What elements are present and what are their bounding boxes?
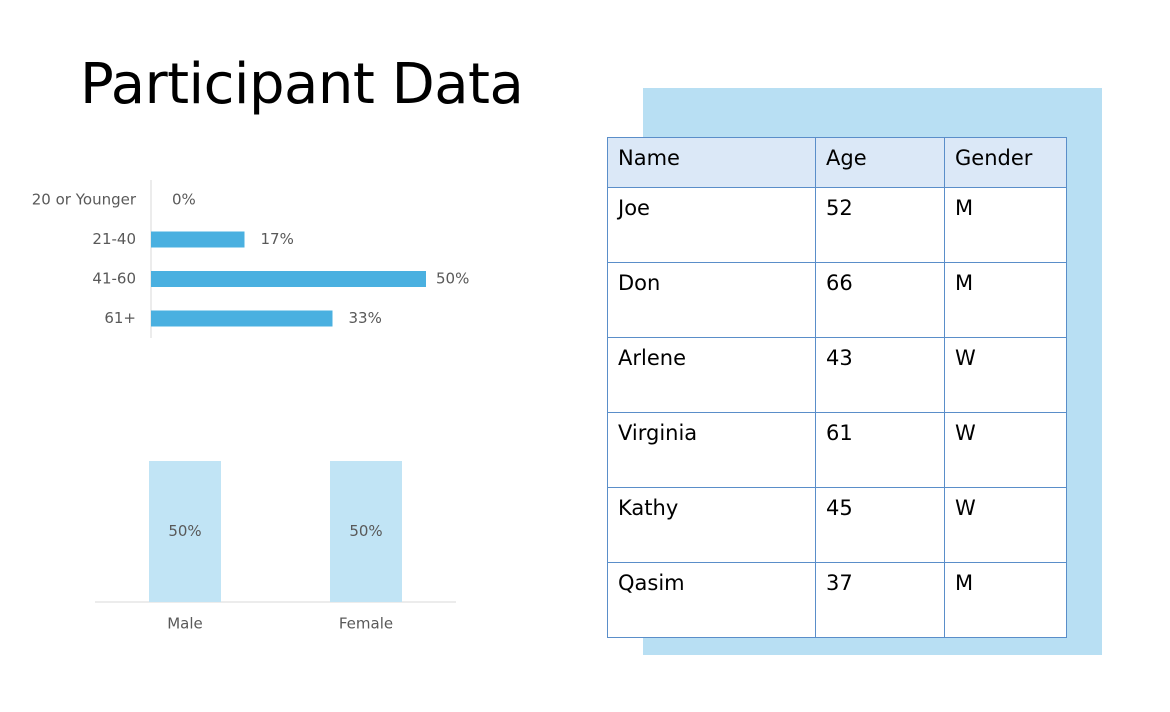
cell-name: Qasim (607, 562, 816, 638)
cell-gender: W (944, 337, 1067, 413)
cell-age: 37 (815, 562, 945, 638)
cell-age: 45 (815, 487, 945, 563)
table-row: Virginia 61 W (607, 412, 1067, 488)
gender-distribution-chart: 50% Male 50% Female (95, 461, 456, 633)
age-category-label: 20 or Younger (32, 191, 137, 209)
gender-bar (330, 461, 402, 602)
cell-gender: W (944, 487, 1067, 563)
cell-gender: M (944, 187, 1067, 263)
gender-category-label: Female (339, 615, 393, 633)
cell-gender: W (944, 412, 1067, 488)
gender-category-label: Male (167, 615, 203, 633)
table-row: Qasim 37 M (607, 562, 1067, 638)
age-bar (151, 271, 426, 287)
age-category-label: 41-60 (92, 270, 136, 288)
gender-data-label: 50% (349, 522, 382, 540)
table-row: Joe 52 M (607, 187, 1067, 263)
age-data-label: 33% (349, 309, 382, 327)
age-data-label: 17% (261, 230, 294, 248)
cell-age: 43 (815, 337, 945, 413)
header-age: Age (815, 137, 945, 188)
age-category-label: 61+ (104, 309, 136, 327)
age-data-label: 50% (436, 270, 469, 288)
cell-age: 61 (815, 412, 945, 488)
table-row: Don 66 M (607, 262, 1067, 338)
table-row: Kathy 45 W (607, 487, 1067, 563)
cell-age: 66 (815, 262, 945, 338)
cell-name: Kathy (607, 487, 816, 563)
age-bar (151, 231, 245, 248)
age-data-label: 0% (172, 191, 196, 209)
participant-table: Name Age Gender Joe 52 M Don 66 M Arlene… (607, 137, 1067, 638)
cell-gender: M (944, 262, 1067, 338)
page-title: Participant Data (80, 52, 524, 117)
cell-gender: M (944, 562, 1067, 638)
age-bar (151, 310, 333, 327)
header-name: Name (607, 137, 816, 188)
age-category-label: 21-40 (92, 230, 136, 248)
table-row: Arlene 43 W (607, 337, 1067, 413)
header-gender: Gender (944, 137, 1067, 188)
table-header-row: Name Age Gender (607, 137, 1067, 188)
cell-name: Virginia (607, 412, 816, 488)
age-distribution-chart: 20 or Younger 0% 21-40 17% 41-60 50% 61+ 33% (32, 180, 469, 338)
cell-name: Joe (607, 187, 816, 263)
gender-data-label: 50% (168, 522, 201, 540)
cell-name: Arlene (607, 337, 816, 413)
cell-age: 52 (815, 187, 945, 263)
cell-name: Don (607, 262, 816, 338)
gender-bar (149, 461, 221, 602)
